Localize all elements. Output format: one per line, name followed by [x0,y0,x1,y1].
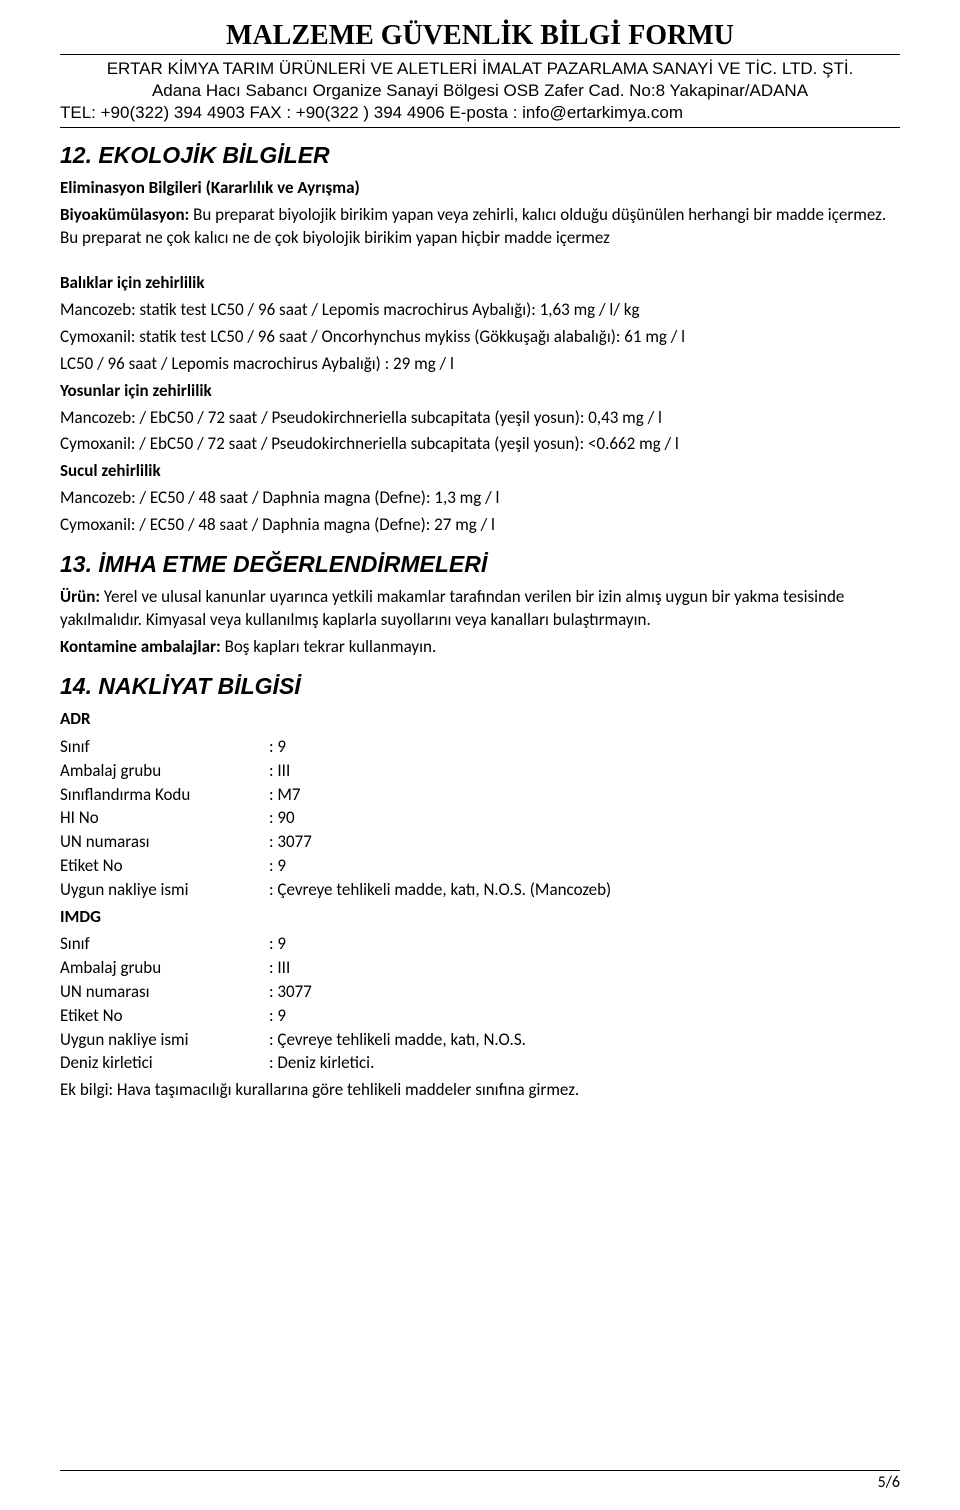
fish-line-3: LC50 / 96 saat / Lepomis macrochirus Ayb… [60,353,900,376]
imdg-val: : III [265,956,526,980]
imdg-key: Uygun nakliye ismi [60,1028,265,1052]
aquatic-toxicity-title: Sucul zehirlilik [60,460,900,483]
contaminated-packaging-text: Kontamine ambalajlar: Boş kapları tekrar… [60,636,900,659]
section-13-heading: 13. İMHA ETME DEĞERLENDİRMELERİ [60,551,900,578]
table-row: Etiket No: 9 [60,854,611,878]
adr-key: HI No [60,806,265,830]
adr-val: : M7 [265,783,611,807]
imdg-val: : 9 [265,1004,526,1028]
imdg-key: Ambalaj grubu [60,956,265,980]
company-address: Adana Hacı Sabancı Organize Sanayi Bölge… [60,81,900,101]
adr-label: ADR [60,708,900,731]
imdg-key: UN numarası [60,980,265,1004]
adr-key: Sınıflandırma Kodu [60,783,265,807]
table-row: Deniz kirletici: Deniz kirletici. [60,1051,526,1075]
contam-body: Boş kapları tekrar kullanmayın. [221,636,437,657]
table-row: Uygun nakliye ismi: Çevreye tehlikeli ma… [60,878,611,902]
imdg-val: : Deniz kirletici. [265,1051,526,1075]
adr-table: Sınıf: 9 Ambalaj grubu: III Sınıflandırm… [60,735,611,902]
imdg-val: : 9 [265,932,526,956]
aquatic-line-1: Mancozeb: / EC50 / 48 saat / Daphnia mag… [60,487,900,510]
page-number: 5/6 [60,1470,900,1492]
table-row: Ambalaj grubu: III [60,759,611,783]
fish-line-2: Cymoxanil: statik test LC50 / 96 saat / … [60,326,900,349]
table-row: Sınıf: 9 [60,735,611,759]
adr-val: : Çevreye tehlikeli madde, katı, N.O.S. … [265,878,611,902]
elimination-title: Eliminasyon Bilgileri (Kararlılık ve Ayr… [60,177,900,200]
bioaccumulation-label: Biyoakümülasyon: [60,204,189,225]
adr-key: Ambalaj grubu [60,759,265,783]
adr-key: Uygun nakliye ismi [60,878,265,902]
aquatic-line-2: Cymoxanil: / EC50 / 48 saat / Daphnia ma… [60,514,900,537]
section-12-heading: 12. EKOLOJİK BİLGİLER [60,142,900,169]
imdg-val: : Çevreye tehlikeli madde, katı, N.O.S. [265,1028,526,1052]
adr-val: : 9 [265,735,611,759]
adr-key: Sınıf [60,735,265,759]
company-name: ERTAR KİMYA TARIM ÜRÜNLERİ VE ALETLERİ İ… [60,59,900,79]
imdg-key: Etiket No [60,1004,265,1028]
imdg-key: Sınıf [60,932,265,956]
contam-label: Kontamine ambalajlar: [60,636,221,657]
document-title: MALZEME GÜVENLİK BİLGİ FORMU [60,20,900,55]
adr-val: : 90 [265,806,611,830]
algae-line-1: Mancozeb: / EbC50 / 72 saat / Pseudokirc… [60,407,900,430]
product-disposal-text: Ürün: Yerel ve ulusal kanunlar uyarınca … [60,586,900,632]
fish-toxicity-title: Balıklar için zehirlilik [60,272,900,295]
table-row: Ambalaj grubu: III [60,956,526,980]
imdg-label: IMDG [60,906,900,929]
table-row: HI No: 90 [60,806,611,830]
table-row: Sınıflandırma Kodu: M7 [60,783,611,807]
algae-toxicity-title: Yosunlar için zehirlilik [60,380,900,403]
table-row: Uygun nakliye ismi: Çevreye tehlikeli ma… [60,1028,526,1052]
fish-line-1: Mancozeb: statik test LC50 / 96 saat / L… [60,299,900,322]
table-row: Sınıf: 9 [60,932,526,956]
extra-info: Ek bilgi: Hava taşımacılığı kurallarına … [60,1079,900,1102]
product-body: Yerel ve ulusal kanunlar uyarınca yetkil… [60,586,844,630]
table-row: UN numarası: 3077 [60,830,611,854]
company-contact: TEL: +90(322) 394 4903 FAX : +90(322 ) 3… [60,103,900,128]
page: MALZEME GÜVENLİK BİLGİ FORMU ERTAR KİMYA… [0,0,960,1510]
table-row: UN numarası: 3077 [60,980,526,1004]
imdg-table: Sınıf: 9 Ambalaj grubu: III UN numarası:… [60,932,526,1075]
imdg-key: Deniz kirletici [60,1051,265,1075]
adr-val: : III [265,759,611,783]
adr-key: UN numarası [60,830,265,854]
adr-key: Etiket No [60,854,265,878]
adr-val: : 3077 [265,830,611,854]
imdg-val: : 3077 [265,980,526,1004]
section-14-heading: 14. NAKLİYAT BİLGİSİ [60,673,900,700]
adr-val: : 9 [265,854,611,878]
table-row: Etiket No: 9 [60,1004,526,1028]
product-label: Ürün: [60,586,100,607]
algae-line-2: Cymoxanil: / EbC50 / 72 saat / Pseudokir… [60,433,900,456]
bioaccumulation-text: Biyoakümülasyon: Bu preparat biyolojik b… [60,204,900,250]
